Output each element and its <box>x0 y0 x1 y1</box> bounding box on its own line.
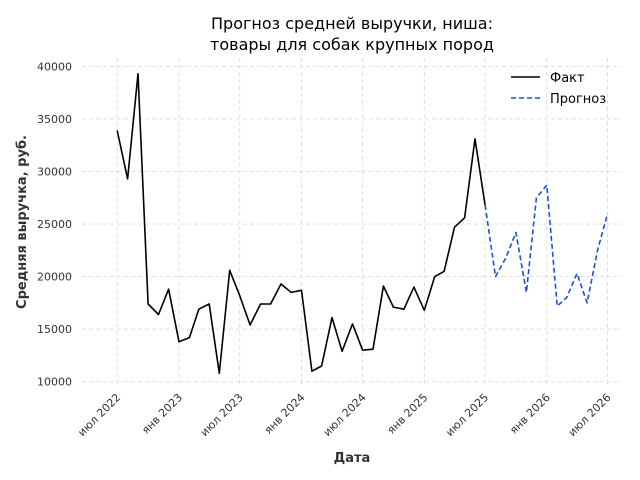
series-line-forecast <box>484 184 609 307</box>
x-tick-label: янв 2024 <box>262 391 308 437</box>
legend-label-fact: Факт <box>550 71 585 86</box>
y-tick-label: 35000 <box>37 113 72 126</box>
y-tick-label: 30000 <box>37 166 72 179</box>
chart-title-line-1: Прогноз средней выручки, ниша: <box>211 14 493 33</box>
x-tick-label: янв 2023 <box>139 391 185 437</box>
series-line-fact <box>116 73 486 375</box>
y-tick-label: 20000 <box>37 271 72 284</box>
y-tick-label: 10000 <box>37 376 72 389</box>
x-axis-label: Дата <box>334 451 371 466</box>
y-tick-label: 40000 <box>37 60 72 73</box>
y-axis-ticks: 10000 15000 20000 25000 30000 35000 40000 <box>37 60 72 388</box>
y-tick-label: 25000 <box>37 218 72 231</box>
y-tick-label: 15000 <box>37 323 72 336</box>
chart-title-line-2: товары для собак крупных пород <box>210 35 494 54</box>
legend-label-forecast: Прогноз <box>550 92 606 107</box>
x-tick-label: июл 2025 <box>443 391 491 439</box>
x-axis-ticks: июл 2022 янв 2023 июл 2023 янв 2024 июл 2024… <box>75 391 613 439</box>
x-tick-label: июл 2024 <box>321 391 369 439</box>
x-tick-label: июл 2023 <box>198 391 246 439</box>
series-layer <box>116 73 609 375</box>
y-axis-label: Средняя выручка, руб. <box>15 135 30 309</box>
legend: Факт Прогноз <box>511 71 606 107</box>
x-tick-label: июл 2026 <box>566 391 614 439</box>
x-tick-label: янв 2025 <box>385 391 431 437</box>
x-tick-label: июл 2022 <box>75 391 123 439</box>
x-tick-label: янв 2026 <box>507 391 553 437</box>
grid <box>82 58 622 387</box>
